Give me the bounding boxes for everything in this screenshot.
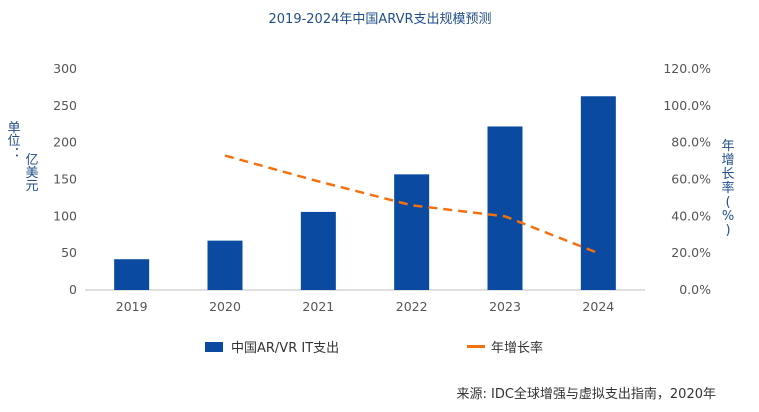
- bar-2024: [580, 96, 616, 290]
- y-right-tick-label: 120.0%: [663, 61, 711, 76]
- chart-title: 2019-2024年中国ARVR支出规模预测: [269, 12, 492, 27]
- x-tick-label: 2021: [302, 299, 334, 314]
- y-right-tick-label: 80.0%: [671, 135, 711, 150]
- y-left-tick-label: 150: [53, 172, 77, 187]
- bar-2023: [487, 126, 523, 291]
- x-tick-label: 2019: [116, 299, 148, 314]
- legend-bar-label: 中国AR/VR IT支出: [231, 341, 339, 356]
- legend-bar-swatch: [205, 342, 223, 352]
- y-right-tick-label: 100.0%: [663, 98, 711, 113]
- x-tick-label: 2024: [582, 299, 614, 314]
- legend: 中国AR/VR IT支出 年增长率: [205, 340, 543, 356]
- bar-2021: [300, 211, 336, 290]
- x-tick-label: 2022: [396, 299, 428, 314]
- right-axis-title-char: 增: [721, 153, 734, 168]
- x-tick-label: 2020: [209, 299, 241, 314]
- y-left-tick-label: 200: [53, 135, 77, 150]
- y-left-tick-label: 0: [69, 282, 77, 297]
- right-axis-title-char: 年: [721, 139, 734, 154]
- source-note: 来源: IDC全球增强与虚拟支出指南，2020年: [456, 386, 716, 402]
- right-axis-title-char: ): [725, 223, 730, 238]
- right-axis-title-char: 率: [721, 180, 734, 196]
- left-axis-title-line1: 单位：: [5, 121, 21, 160]
- legend-line-label: 年增长率: [491, 340, 543, 356]
- bar-2019: [114, 259, 150, 290]
- left-axis-title-line2: 亿美元: [23, 153, 39, 193]
- left-axis-title: 单位： 亿美元: [5, 121, 39, 193]
- bar-series: [114, 96, 616, 291]
- right-axis-title: 年增长率(%): [721, 139, 734, 238]
- y-left-tick-label: 100: [53, 208, 77, 223]
- y-left-tick-label: 50: [61, 245, 77, 260]
- y-left-tick-label: 300: [53, 61, 77, 76]
- axis-labels: 0 50 100 150 200 250 300 0.0% 20.0% 40.0% 60.0% 80.…: [53, 61, 711, 314]
- bar-2022: [394, 174, 430, 290]
- y-left-tick-label: 250: [53, 98, 77, 113]
- growth-line-series: [224, 154, 599, 255]
- growth-rate-line: [224, 154, 599, 255]
- y-right-tick-label: 40.0%: [671, 208, 711, 223]
- y-right-tick-label: 20.0%: [671, 245, 711, 260]
- right-axis-title-char: 长: [721, 167, 734, 182]
- y-right-tick-label: 60.0%: [671, 172, 711, 187]
- legend-line-swatch: [467, 345, 485, 348]
- right-axis-title-char: (: [725, 195, 730, 210]
- y-right-tick-label: 0.0%: [679, 282, 711, 297]
- bar-2020: [207, 240, 243, 290]
- x-tick-label: 2023: [489, 299, 521, 314]
- right-axis-title-char: %: [722, 209, 734, 224]
